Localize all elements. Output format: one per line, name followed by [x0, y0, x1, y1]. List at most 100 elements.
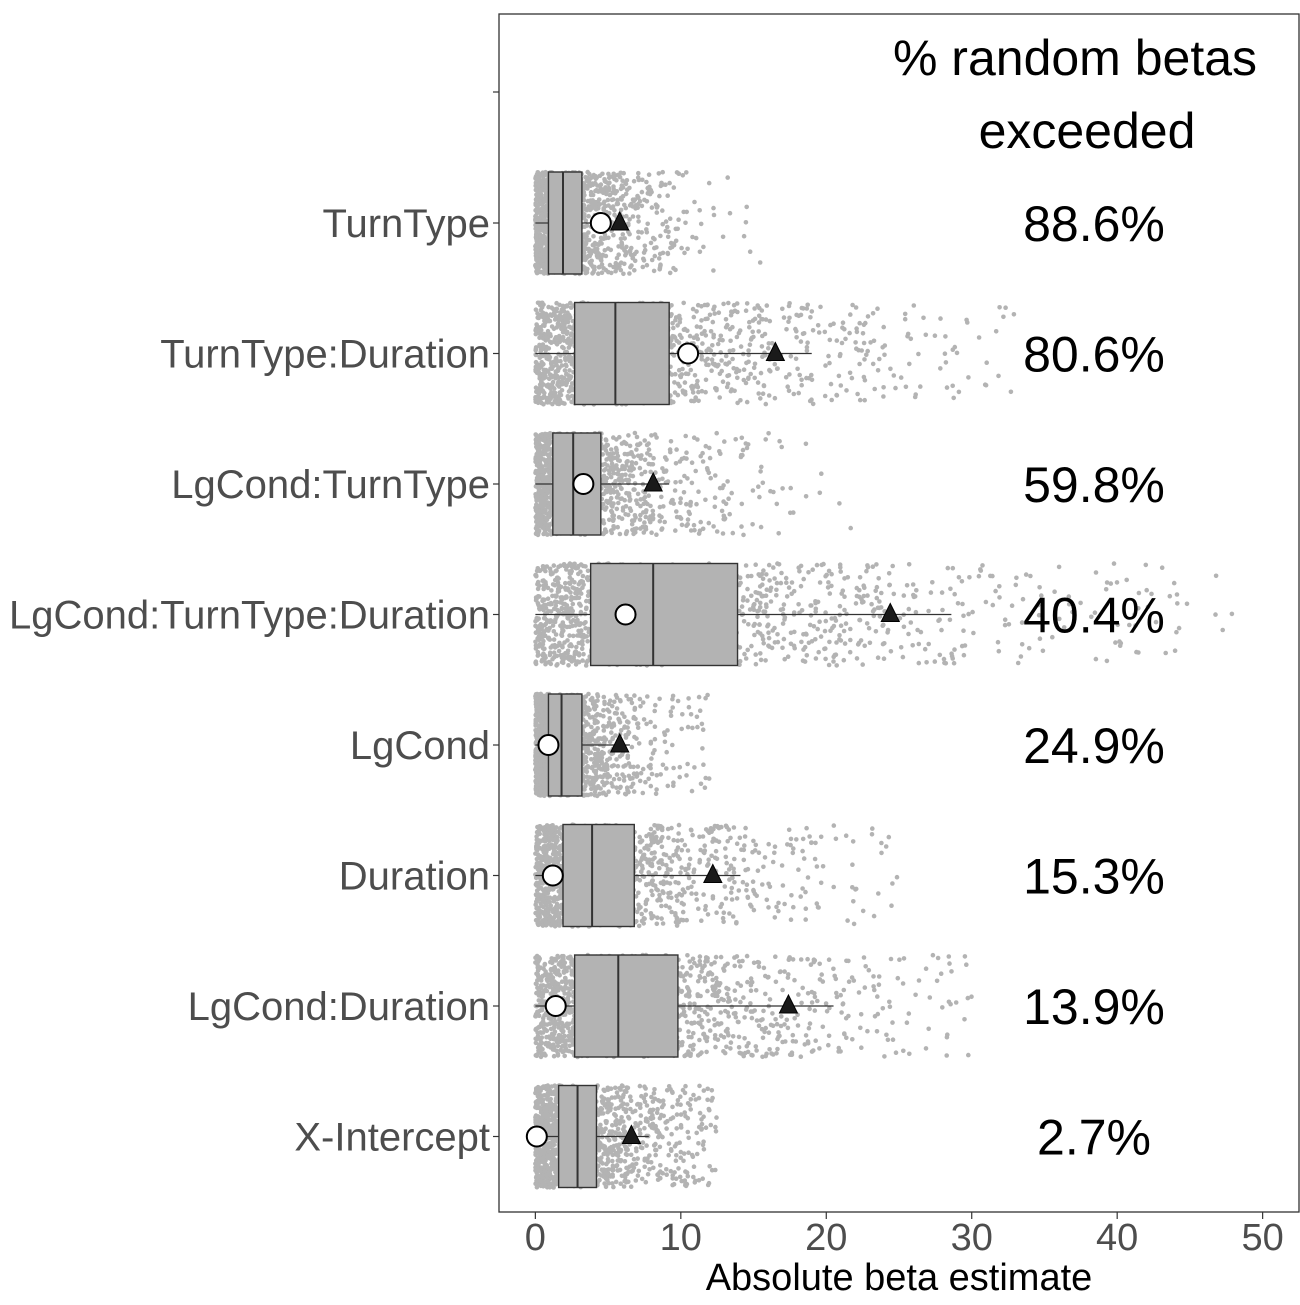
jitter-point [943, 661, 949, 666]
jitter-point [665, 250, 670, 256]
jitter-point [799, 305, 805, 311]
jitter-point [853, 340, 858, 345]
jitter-point [718, 451, 723, 457]
jitter-point [657, 251, 663, 257]
jitter-point [603, 203, 608, 209]
jitter-point [557, 315, 563, 321]
jitter-point [938, 316, 943, 321]
jitter-point [585, 568, 591, 574]
jitter-point [534, 508, 539, 514]
jitter-point [763, 437, 768, 442]
jitter-point [677, 332, 683, 338]
jitter-point [626, 480, 631, 486]
jitter-point [584, 246, 589, 251]
jitter-point [725, 373, 730, 379]
jitter-point [710, 343, 715, 348]
jitter-point [719, 368, 724, 374]
jitter-point [635, 491, 641, 497]
jitter-point [667, 180, 672, 186]
jitter-point [766, 630, 771, 635]
jitter-point [636, 195, 641, 201]
jitter-point [650, 508, 656, 514]
jitter-point [760, 354, 765, 360]
jitter-point [601, 491, 607, 497]
jitter-point [547, 456, 553, 462]
jitter-point [727, 348, 733, 354]
jitter-point [842, 641, 848, 646]
jitter-point [646, 172, 652, 177]
jitter-point [747, 325, 752, 330]
jitter-point [744, 204, 749, 210]
jitter-point [707, 312, 713, 318]
jitter-point [556, 379, 561, 385]
jitter-point [596, 271, 601, 277]
jitter-point [547, 510, 553, 515]
jitter-point [534, 242, 539, 248]
jitter-point [627, 271, 632, 276]
jitter-point [818, 634, 824, 639]
jitter-point [699, 318, 704, 323]
jitter-point [673, 461, 679, 466]
jitter-point [682, 326, 688, 332]
jitter-point [855, 391, 860, 397]
jitter-point [597, 173, 603, 179]
jitter-point [540, 502, 545, 507]
jitter-point [560, 375, 565, 381]
jitter-point [772, 395, 778, 401]
jitter-point [643, 524, 649, 530]
jitter-point [614, 466, 620, 471]
jitter-point [649, 433, 654, 438]
jitter-point [796, 565, 801, 570]
jitter-point [689, 480, 695, 486]
jitter-point [822, 628, 828, 634]
jitter-point [642, 197, 647, 203]
jitter-point [762, 331, 768, 337]
jitter-point [651, 268, 657, 274]
jitter-point [727, 326, 733, 332]
jitter-point [624, 530, 629, 535]
jitter-point [646, 441, 651, 446]
jitter-point [694, 309, 699, 314]
jitter-point [736, 368, 742, 374]
jitter-point [693, 468, 698, 474]
jitter-point [581, 198, 587, 203]
jitter-point [564, 567, 569, 572]
jitter-point [547, 452, 552, 457]
jitter-point [684, 456, 689, 461]
jitter-point [611, 197, 616, 202]
jitter-point [711, 524, 716, 529]
jitter-point [803, 494, 809, 499]
jitter-point [961, 628, 966, 633]
jitter-point [870, 608, 876, 614]
jitter-point [759, 344, 765, 349]
jitter-point [541, 525, 546, 530]
jitter-point [928, 590, 934, 595]
jitter-point [788, 485, 793, 491]
jitter-point [599, 270, 605, 276]
jitter-point [612, 208, 617, 213]
jitter-point [533, 176, 538, 181]
jitter-point [552, 386, 557, 391]
jitter-point [614, 450, 620, 456]
jitter-point [1184, 601, 1190, 607]
jitter-point [638, 526, 643, 531]
jitter-point [641, 501, 647, 507]
jitter-point [780, 645, 785, 651]
jitter-point [538, 214, 544, 219]
jitter-point [688, 367, 694, 373]
jitter-point [642, 520, 647, 525]
jitter-point [891, 591, 897, 597]
jitter-point [761, 641, 766, 646]
jitter-point [847, 330, 852, 336]
jitter-point [781, 636, 787, 642]
jitter-point [1023, 572, 1029, 577]
jitter-point [674, 338, 679, 344]
jitter-point [714, 529, 720, 534]
jitter-point [607, 471, 612, 476]
jitter-point [562, 401, 567, 406]
jitter-point [617, 531, 623, 537]
jitter-point [619, 516, 625, 521]
jitter-point [582, 192, 587, 198]
jitter-point [621, 271, 626, 277]
jitter-point [766, 431, 771, 436]
